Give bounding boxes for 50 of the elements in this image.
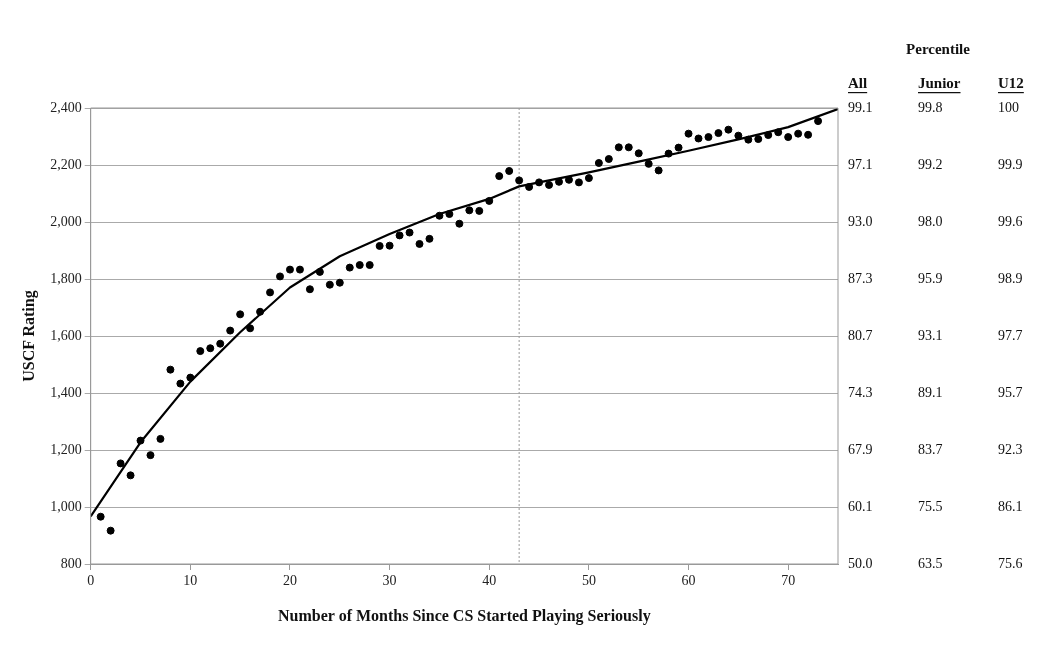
text: 93.0 — [848, 213, 873, 229]
y-tick-label: 1,200 — [50, 441, 82, 457]
y-tick-label: 1,800 — [50, 270, 82, 286]
y-tick-label: 1,400 — [50, 384, 82, 400]
text: 98.9 — [998, 270, 1023, 286]
text: 97.1 — [848, 156, 873, 172]
text: 80.7 — [848, 327, 873, 343]
y-tick-label: 2,400 — [50, 99, 82, 115]
text: 92.3 — [998, 441, 1023, 457]
text: 100 — [998, 99, 1019, 115]
y-tick-label: 1,600 — [50, 327, 82, 343]
x-tick-label: 70 — [781, 573, 796, 589]
text: 99.9 — [998, 156, 1023, 172]
text: 60.1 — [848, 498, 873, 514]
x-tick-label: 30 — [382, 573, 397, 589]
text: Junior — [918, 74, 961, 91]
x-axis-title: Number of Months Since CS Started Playing Seriously — [278, 606, 651, 625]
x-tick-label: 40 — [482, 573, 497, 589]
x-tick-label: 50 — [581, 573, 596, 589]
text: 99.6 — [998, 213, 1023, 229]
text: 95.7 — [998, 384, 1023, 400]
text: 95.9 — [918, 270, 943, 286]
x-tick-label: 10 — [183, 573, 198, 589]
x-tick-label: 20 — [282, 573, 297, 589]
text: 99.8 — [918, 99, 943, 115]
text: Percentile — [906, 40, 971, 57]
text: U12 — [998, 74, 1024, 91]
text: 87.3 — [848, 270, 873, 286]
text: 63.5 — [918, 555, 943, 571]
text: 86.1 — [998, 498, 1023, 514]
text: 75.6 — [998, 555, 1023, 571]
y-tick-label: 1,000 — [50, 498, 82, 514]
text: 97.7 — [998, 327, 1023, 343]
text: 67.9 — [848, 441, 873, 457]
text: 75.5 — [918, 498, 943, 514]
text: 89.1 — [918, 384, 943, 400]
text: All — [848, 74, 868, 91]
text: 98.0 — [918, 213, 943, 229]
x-tick-label: 0 — [87, 573, 95, 589]
x-tick-label: 60 — [681, 573, 696, 589]
text: 50.0 — [848, 555, 873, 571]
y-tick-label: 2,000 — [50, 213, 82, 229]
text: 83.7 — [918, 441, 943, 457]
text: 93.1 — [918, 327, 943, 343]
y-axis-title: USCF Rating — [19, 290, 38, 382]
text: 74.3 — [848, 384, 873, 400]
text: 99.1 — [848, 99, 873, 115]
y-tick-label: 2,200 — [50, 156, 82, 172]
y-tick-label: 800 — [60, 555, 82, 571]
text: 99.2 — [918, 156, 943, 172]
